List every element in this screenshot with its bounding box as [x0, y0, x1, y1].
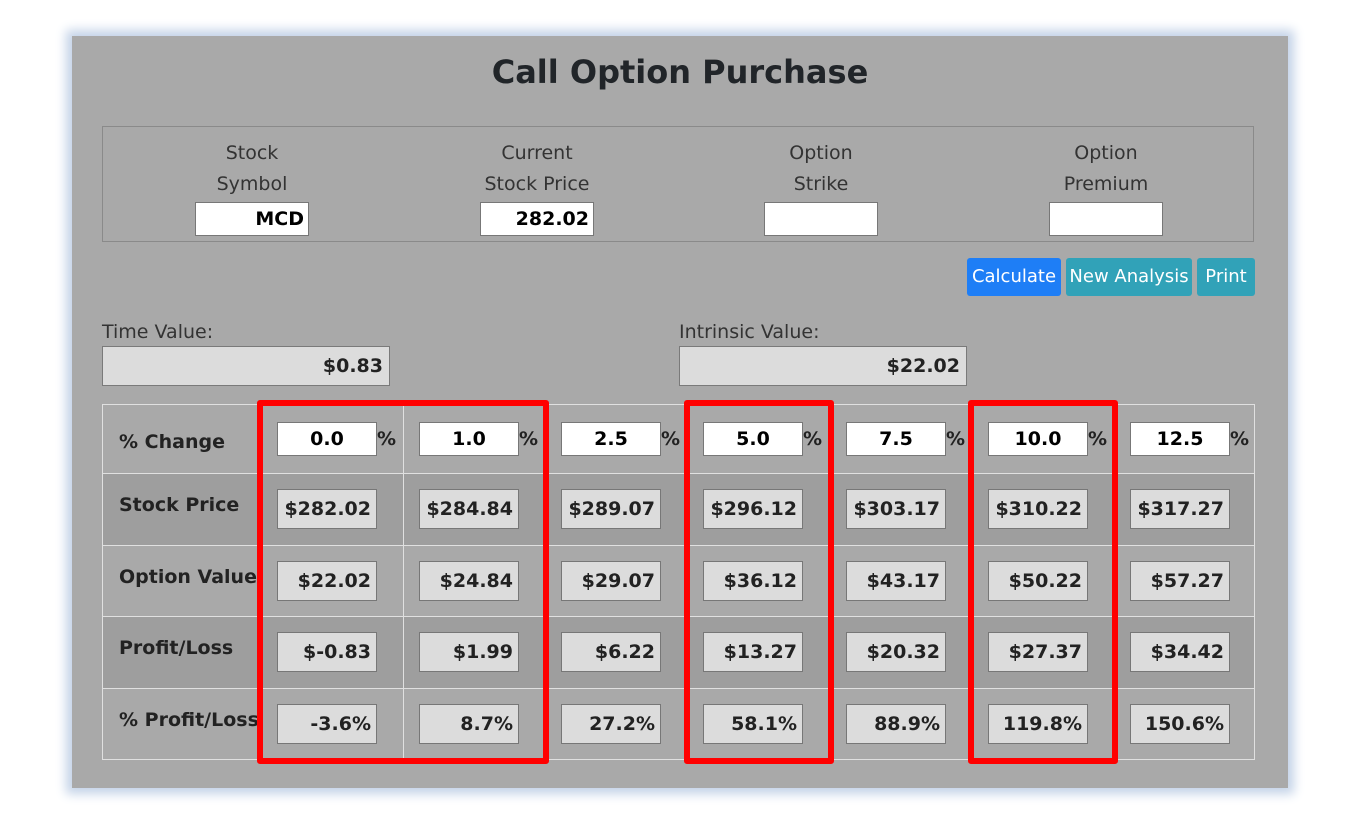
- stock-symbol-label-line2: Symbol: [216, 173, 288, 195]
- percent-sign: %: [1230, 428, 1250, 450]
- stock-symbol-input[interactable]: MCD: [195, 202, 309, 236]
- pct-profit-loss-cell: 27.2%: [561, 704, 661, 744]
- stock-symbol-group: Stock Symbol MCD: [152, 138, 352, 236]
- column-divider: [403, 405, 404, 759]
- stock-price-label: Stock Price: [119, 494, 240, 516]
- option-value-label: Option Value: [119, 566, 257, 588]
- highlight-box: [257, 400, 549, 764]
- percent-sign: %: [519, 428, 539, 450]
- profit-loss-cell: $1.99: [419, 632, 519, 672]
- pct-change-input[interactable]: 10.0: [988, 422, 1088, 456]
- option-strike-label-line2: Strike: [793, 173, 849, 195]
- page-title: Call Option Purchase: [491, 53, 869, 91]
- stock-price-cell: $289.07: [561, 489, 661, 529]
- pct-change-row: % Change: [103, 405, 1254, 474]
- current-price-label-line1: Current: [501, 142, 573, 164]
- percent-sign: %: [803, 428, 823, 450]
- time-value-label: Time Value:: [102, 321, 214, 343]
- percent-sign: %: [661, 428, 681, 450]
- stock-symbol-label-line1: Stock: [225, 142, 279, 164]
- pct-change-input[interactable]: 1.0: [419, 422, 519, 456]
- profit-loss-label: Profit/Loss: [119, 637, 234, 659]
- option-value-cell: $50.22: [988, 561, 1088, 601]
- option-premium-input[interactable]: [1049, 202, 1163, 236]
- profit-loss-cell: $6.22: [561, 632, 661, 672]
- current-price-input[interactable]: 282.02: [480, 202, 594, 236]
- option-value-row: Option Value: [103, 546, 1254, 617]
- stock-price-cell: $317.27: [1130, 489, 1230, 529]
- pct-change-input[interactable]: 0.0: [277, 422, 377, 456]
- percent-sign: %: [1088, 428, 1108, 450]
- new-analysis-button[interactable]: New Analysis: [1066, 258, 1192, 296]
- pct-change-input[interactable]: 2.5: [561, 422, 661, 456]
- pct-profit-loss-cell: 119.8%: [988, 704, 1088, 744]
- intrinsic-value-output: $22.02: [679, 346, 967, 386]
- stock-price-cell: $282.02: [277, 489, 377, 529]
- option-value-cell: $43.17: [846, 561, 946, 601]
- profit-loss-cell: $-0.83: [277, 632, 377, 672]
- option-strike-label-line1: Option: [789, 142, 853, 164]
- option-premium-group: Option Premium: [1006, 138, 1206, 236]
- profit-loss-cell: $13.27: [703, 632, 803, 672]
- percent-sign: %: [946, 428, 966, 450]
- current-price-group: Current Stock Price 282.02: [437, 138, 637, 236]
- stock-price-cell: $310.22: [988, 489, 1088, 529]
- profit-loss-cell: $20.32: [846, 632, 946, 672]
- pct-change-input[interactable]: 7.5: [846, 422, 946, 456]
- current-price-label-line2: Stock Price: [484, 173, 590, 195]
- pct-profit-loss-cell: -3.6%: [277, 704, 377, 744]
- highlight-box: [684, 400, 834, 764]
- pct-profit-loss-cell: 150.6%: [1130, 704, 1230, 744]
- pct-profit-loss-cell: 58.1%: [703, 704, 803, 744]
- option-value-cell: $29.07: [561, 561, 661, 601]
- intrinsic-value-label: Intrinsic Value:: [679, 321, 820, 343]
- option-strike-group: Option Strike: [721, 138, 921, 236]
- option-value-cell: $57.27: [1130, 561, 1230, 601]
- highlight-box: [968, 400, 1118, 764]
- stock-price-cell: $303.17: [846, 489, 946, 529]
- calculate-button[interactable]: Calculate: [967, 258, 1061, 296]
- profit-loss-cell: $27.37: [988, 632, 1088, 672]
- option-value-cell: $24.84: [419, 561, 519, 601]
- pct-profit-loss-cell: 8.7%: [419, 704, 519, 744]
- pct-change-input[interactable]: 12.5: [1130, 422, 1230, 456]
- pct-profit-loss-row: % Profit/Loss: [103, 689, 1254, 759]
- print-button[interactable]: Print: [1197, 258, 1255, 296]
- pct-change-label: % Change: [119, 431, 225, 453]
- time-value-output: $0.83: [102, 346, 390, 386]
- option-value-cell: $36.12: [703, 561, 803, 601]
- option-value-cell: $22.02: [277, 561, 377, 601]
- percent-sign: %: [377, 428, 397, 450]
- option-strike-input[interactable]: [764, 202, 878, 236]
- option-premium-label-line1: Option: [1074, 142, 1138, 164]
- stock-price-cell: $284.84: [419, 489, 519, 529]
- pct-change-input[interactable]: 5.0: [703, 422, 803, 456]
- stock-price-cell: $296.12: [703, 489, 803, 529]
- option-premium-label-line2: Premium: [1063, 173, 1149, 195]
- profit-loss-cell: $34.42: [1130, 632, 1230, 672]
- inputs-box: [102, 126, 1254, 242]
- pct-profit-loss-cell: 88.9%: [846, 704, 946, 744]
- pct-profit-loss-label: % Profit/Loss: [119, 709, 259, 731]
